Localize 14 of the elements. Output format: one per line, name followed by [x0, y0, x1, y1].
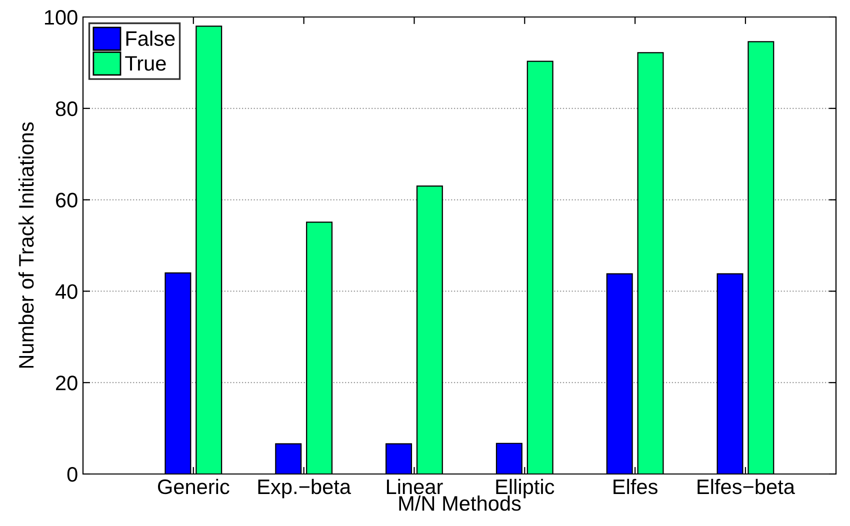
- y-tick-label: 60: [56, 192, 78, 208]
- y-tick-label: 80: [56, 101, 78, 116]
- y-axis-title: Number of Track Initiations: [18, 122, 34, 368]
- x-tick-label: Elfes: [614, 478, 658, 494]
- x-tick-label: Exp.−beta: [258, 478, 352, 498]
- x-tick-label: Linear: [386, 478, 443, 494]
- legend-label: True: [125, 56, 166, 71]
- x-tick-label: Elfes−beta: [698, 478, 795, 494]
- legend-label: False: [126, 30, 175, 46]
- y-tick-label: 100: [44, 10, 78, 25]
- y-tick-label: 0: [67, 467, 78, 482]
- x-tick-label: Generic: [158, 478, 230, 494]
- y-tick-label: 40: [55, 284, 78, 299]
- y-tick-label: 20: [56, 376, 78, 390]
